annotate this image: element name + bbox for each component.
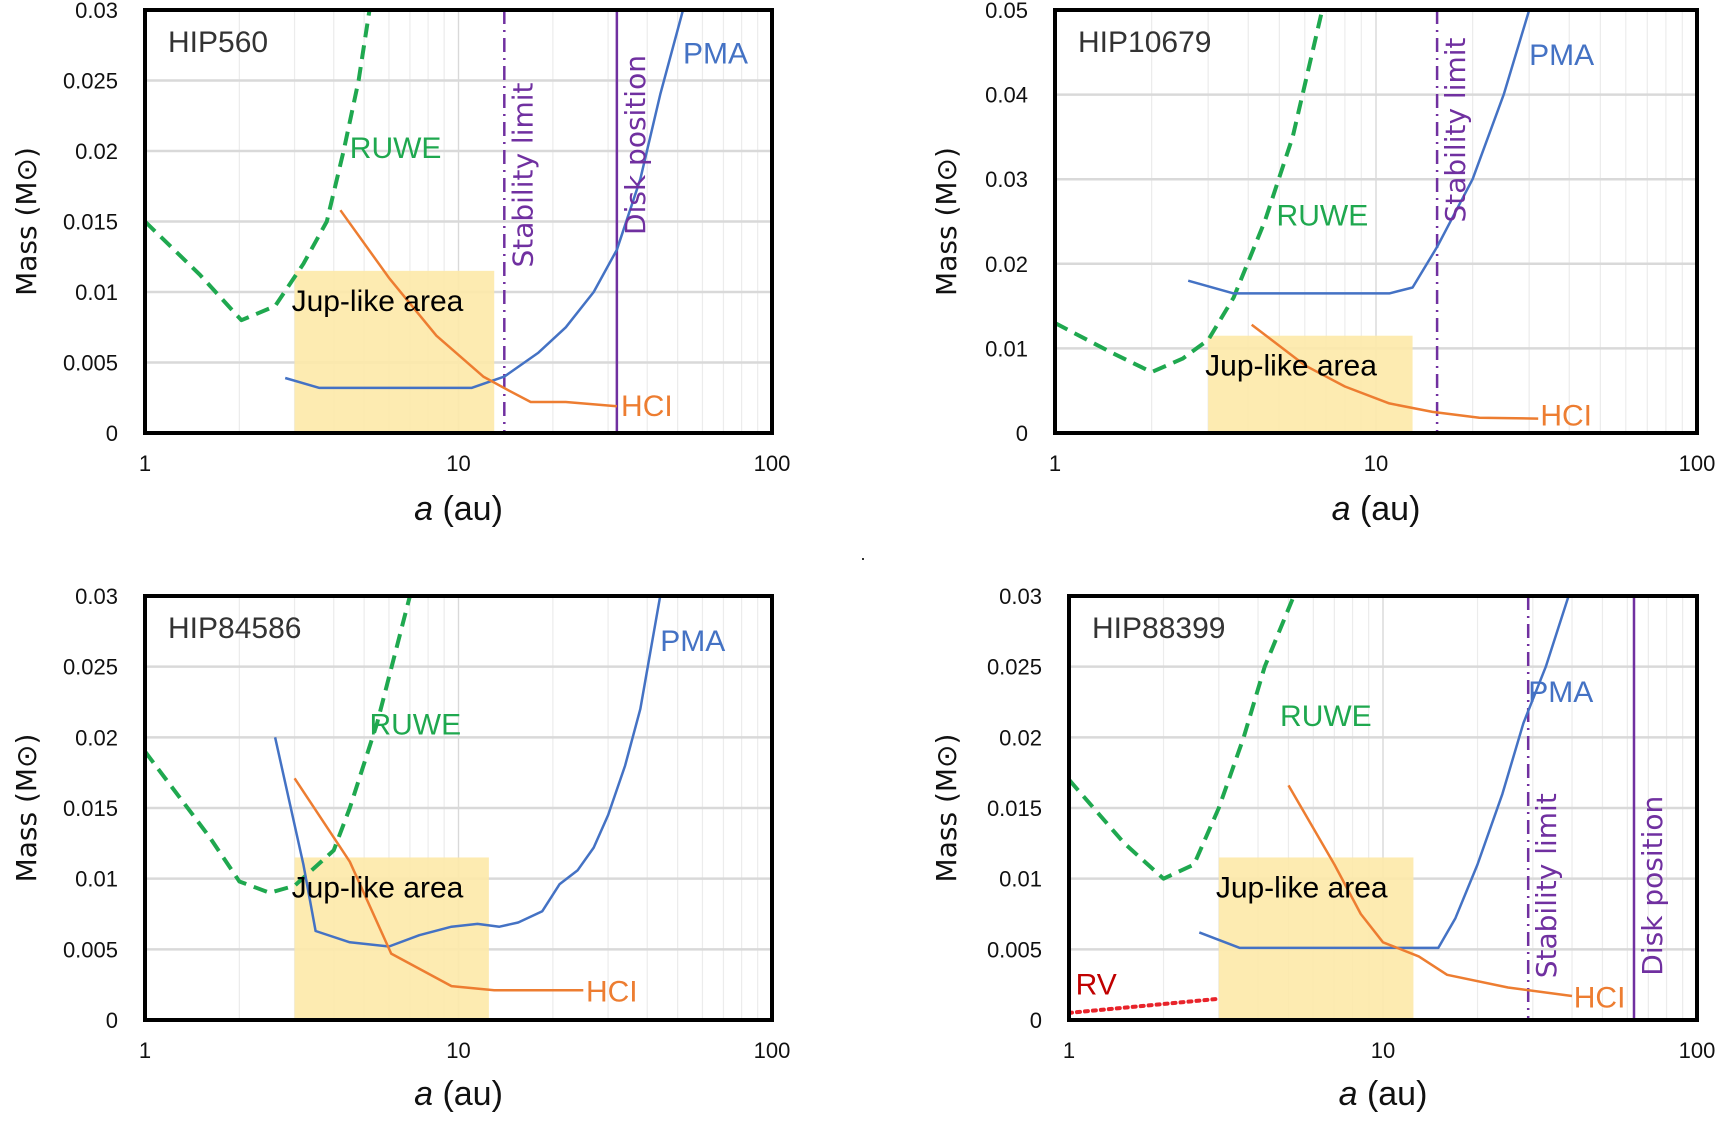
x-tick-label: 10 (1364, 451, 1388, 476)
plot-frame (1067, 594, 1699, 1022)
y-tick-label: 0 (106, 1008, 118, 1033)
series-label-pma: PMA (1528, 676, 1593, 709)
panel-title: HIP10679 (1078, 26, 1211, 59)
series-label-pma: PMA (660, 625, 725, 658)
panel-title: HIP560 (168, 26, 268, 59)
y-tick-label: 0.01 (999, 867, 1042, 892)
series-rv (1069, 996, 1221, 1015)
y-tick-label: 0.015 (987, 796, 1042, 821)
y-tick-label: 0.05 (985, 0, 1028, 23)
y-tick-label: 0.015 (63, 210, 118, 235)
x-tick-label: 10 (446, 451, 470, 476)
x-tick-label: 100 (1679, 451, 1716, 476)
x-axis-label: a (au) (1339, 1075, 1428, 1113)
series-label-hci: HCI (621, 390, 673, 423)
x-tick-label: 10 (446, 1038, 470, 1063)
x-axis-label: a (au) (414, 1075, 503, 1113)
x-axis-label: a (au) (1332, 490, 1421, 528)
jup-like-area-label: Jup-like area (292, 285, 464, 318)
y-tick-label: 0.02 (75, 725, 118, 750)
y-tick-label: 0.025 (987, 655, 1042, 680)
y-axis-label: Mass (M⊙) (930, 147, 963, 296)
y-tick-label: 0.03 (985, 167, 1028, 192)
y-tick-label: 0.015 (63, 796, 118, 821)
series-pma (284, 10, 685, 390)
y-tick-label: 0.03 (999, 584, 1042, 609)
y-tick-label: 0.005 (987, 937, 1042, 962)
series-pma (1187, 10, 1531, 295)
series-ruwe (1069, 596, 1296, 881)
panel-title: HIP88399 (1092, 612, 1225, 645)
panel-title: HIP84586 (168, 612, 301, 645)
y-tick-label: 0 (106, 421, 118, 446)
series-hci (1287, 784, 1573, 998)
y-axis-label: Mass (M⊙) (10, 734, 43, 883)
x-tick-label: 1 (139, 1038, 151, 1063)
y-tick-label: 0.04 (985, 83, 1028, 108)
y-tick-label: 0.025 (63, 69, 118, 94)
x-tick-label: 10 (1371, 1038, 1395, 1063)
y-tick-label: 0.005 (63, 351, 118, 376)
jup-like-area (294, 270, 495, 433)
jup-like-area-label: Jup-like area (292, 871, 464, 904)
y-tick-label: 0.025 (63, 655, 118, 680)
y-axis-label: Mass (M⊙) (930, 734, 963, 883)
y-tick-label: 0.02 (999, 725, 1042, 750)
jup-like-area (1208, 335, 1413, 433)
x-tick-label: 100 (754, 451, 791, 476)
jup-like-area-label: Jup-like area (1216, 871, 1388, 904)
panel-hip88399: 0 0.005 0.01 0.015 0.02 0.025 0.03 1 10 100 a (au)… (930, 584, 1715, 1113)
vline-label-disk-position: Disk position (619, 55, 652, 235)
series-ruwe (1055, 10, 1325, 375)
series-label-ruwe: RUWE (1277, 200, 1369, 233)
y-tick-label: 0.01 (75, 280, 118, 305)
x-tick-label: 1 (139, 451, 151, 476)
series-label-rv: RV (1076, 969, 1117, 1002)
series-hci (1250, 323, 1539, 420)
series-label-hci: HCI (1540, 399, 1592, 432)
y-tick-label: 0.03 (75, 0, 118, 23)
y-tick-label: 0.01 (985, 336, 1028, 361)
x-tick-label: 100 (754, 1038, 791, 1063)
series-hci (339, 209, 618, 408)
y-tick-label: 0.005 (63, 937, 118, 962)
plot-frame (143, 594, 774, 1022)
jup-like-area-label: Jup-like area (1205, 350, 1377, 383)
series-hci (293, 777, 584, 992)
x-axis-label: a (au) (414, 490, 503, 528)
panel-hip84586: 0 0.005 0.01 0.015 0.02 0.025 0.03 1 10 100 a (au)… (10, 584, 790, 1113)
series-ruwe (145, 596, 412, 895)
vline-label-stability-limit: Stability limit (506, 82, 539, 267)
y-tick-label: 0.02 (985, 252, 1028, 277)
series-label-pma: PMA (683, 38, 748, 71)
y-axis-label: Mass (M⊙) (10, 147, 43, 296)
x-tick-label: 1 (1063, 1038, 1075, 1063)
panel-hip10679: 0 0.01 0.02 0.03 0.04 0.05 1 10 100 a (au) Mass (M… (930, 0, 1715, 528)
x-tick-label: 1 (1049, 451, 1061, 476)
vline-label-stability-limit: Stability limit (1530, 793, 1563, 978)
series-label-ruwe: RUWE (350, 132, 442, 165)
y-tick-label: 0 (1030, 1008, 1042, 1033)
y-tick-label: 0 (1016, 421, 1028, 446)
y-tick-label: 0.02 (75, 139, 118, 164)
series-label-hci: HCI (1574, 981, 1626, 1014)
series-pma (273, 596, 662, 948)
series-label-ruwe: RUWE (1280, 700, 1372, 733)
series-label-pma: PMA (1529, 39, 1594, 72)
jup-like-area (294, 857, 489, 1020)
vline-label-stability-limit: Stability limit (1439, 37, 1472, 222)
series-ruwe (145, 10, 372, 323)
y-tick-label: 0.01 (75, 867, 118, 892)
plot-frame (143, 8, 774, 435)
vline-label-disk-position: Disk position (1636, 796, 1669, 976)
y-tick-label: 0.03 (75, 584, 118, 609)
series-label-ruwe: RUWE (369, 709, 461, 742)
plot-frame (1053, 8, 1699, 435)
panel-hip560: 0 0.005 0.01 0.015 0.02 0.025 0.03 1 10 100 a (au)… (10, 0, 790, 528)
series-pma (1198, 596, 1570, 950)
series-label-hci: HCI (586, 976, 638, 1009)
x-tick-label: 100 (1679, 1038, 1716, 1063)
stray-dot (862, 558, 864, 560)
